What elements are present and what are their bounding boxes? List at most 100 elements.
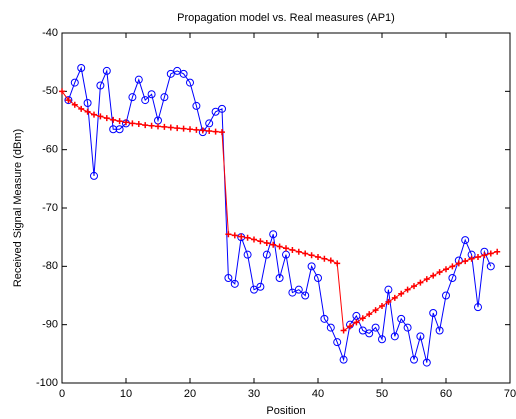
- marker: [308, 252, 315, 259]
- marker: [288, 288, 297, 297]
- marker: [417, 279, 424, 286]
- marker: [224, 274, 233, 282]
- marker: [71, 101, 78, 108]
- marker: [84, 108, 91, 115]
- marker: [167, 124, 174, 131]
- y-tick-label: -60: [42, 144, 58, 156]
- marker: [166, 69, 175, 78]
- marker: [416, 332, 425, 341]
- marker: [475, 254, 481, 260]
- marker: [251, 236, 257, 243]
- marker: [102, 66, 111, 75]
- marker: [390, 332, 399, 341]
- marker: [468, 255, 475, 262]
- marker: [174, 125, 181, 132]
- y-tick-label: -40: [42, 27, 58, 39]
- marker: [147, 90, 156, 99]
- marker: [435, 326, 444, 335]
- marker: [212, 128, 219, 135]
- marker: [358, 326, 367, 335]
- marker: [403, 323, 412, 332]
- marker: [193, 126, 200, 133]
- marker: [186, 78, 194, 87]
- marker: [91, 111, 97, 118]
- marker: [379, 303, 385, 309]
- marker: [141, 96, 150, 105]
- marker: [103, 115, 110, 122]
- marker: [70, 78, 79, 87]
- marker: [443, 266, 449, 273]
- marker: [135, 121, 142, 127]
- marker: [314, 274, 322, 282]
- marker: [449, 263, 456, 270]
- marker: [187, 126, 193, 133]
- x-tick-label: 40: [312, 388, 324, 400]
- y-tick-label: -90: [42, 319, 58, 331]
- marker: [384, 285, 393, 294]
- x-tick-label: 30: [248, 388, 260, 400]
- marker: [218, 104, 226, 113]
- marker: [244, 234, 251, 241]
- marker: [116, 118, 123, 125]
- marker: [295, 248, 302, 255]
- x-tick-label: 50: [376, 388, 388, 400]
- marker: [462, 258, 469, 265]
- x-tick-label: 70: [504, 388, 516, 400]
- marker: [276, 243, 283, 250]
- marker: [307, 262, 316, 271]
- marker: [455, 260, 462, 267]
- marker: [302, 250, 309, 257]
- marker: [269, 230, 278, 239]
- plot-frame: [61, 32, 511, 384]
- marker: [315, 254, 321, 260]
- marker: [347, 323, 353, 330]
- marker: [326, 323, 335, 332]
- marker: [161, 123, 168, 130]
- marker: [109, 125, 118, 134]
- marker: [365, 329, 374, 338]
- marker: [257, 238, 264, 245]
- marker: [65, 97, 72, 104]
- marker: [160, 93, 169, 102]
- marker: [385, 298, 392, 305]
- marker: [301, 291, 310, 300]
- marker: [231, 232, 238, 239]
- marker: [128, 93, 137, 102]
- marker: [321, 255, 328, 262]
- marker: [97, 113, 104, 120]
- marker: [289, 247, 296, 253]
- marker: [429, 309, 438, 317]
- marker: [206, 128, 213, 134]
- marker: [436, 269, 443, 276]
- x-axis-label: Position: [266, 405, 305, 417]
- marker: [225, 231, 232, 238]
- y-tick-label: -80: [42, 260, 58, 272]
- marker: [333, 338, 342, 347]
- y-tick-label: -70: [42, 202, 58, 214]
- x-tick-label: 60: [440, 388, 452, 400]
- marker: [275, 274, 284, 282]
- marker: [243, 250, 252, 259]
- marker: [353, 319, 360, 326]
- marker: [262, 250, 271, 259]
- marker: [378, 335, 386, 344]
- marker: [77, 64, 86, 72]
- marker: [372, 307, 379, 314]
- marker: [199, 127, 206, 134]
- marker: [230, 279, 239, 288]
- marker: [461, 236, 470, 245]
- marker: [238, 233, 245, 240]
- marker: [263, 240, 270, 246]
- marker: [404, 286, 411, 293]
- marker: [430, 272, 437, 279]
- marker: [134, 75, 143, 84]
- marker: [359, 315, 366, 322]
- x-tick-label: 20: [184, 388, 196, 400]
- marker: [123, 119, 129, 126]
- marker: [294, 285, 303, 294]
- marker: [327, 257, 334, 264]
- y-axis-label: Received Signal Measure (dBm): [12, 129, 24, 287]
- marker: [256, 282, 265, 291]
- marker: [334, 260, 341, 267]
